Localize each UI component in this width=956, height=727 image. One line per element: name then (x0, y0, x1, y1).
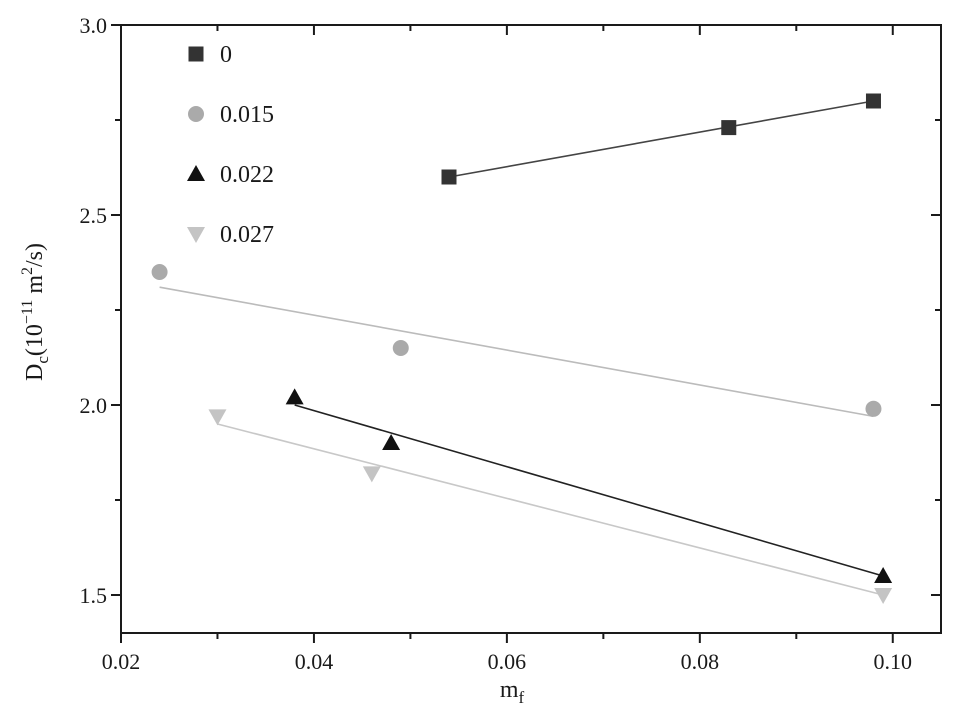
fit-line-series-2 (294, 404, 884, 577)
legend-marker-series-2 (187, 165, 205, 181)
data-point-series-2 (285, 388, 304, 405)
legend-label-series-0: 0 (220, 42, 232, 68)
tick-labels: 0.02 0.04 0.06 0.08 0.10 1.5 2.0 2.5 3.0 (80, 13, 913, 674)
data-point-series-0 (721, 120, 737, 136)
data-points (151, 93, 893, 604)
data-point-series-0 (441, 169, 457, 185)
x-tick-label: 0.10 (874, 649, 913, 674)
legend-label-series-2: 0.022 (220, 162, 274, 188)
x-axis-title: mf (500, 677, 525, 707)
fit-line-series-1 (159, 286, 874, 418)
x-tick-label: 0.04 (295, 649, 334, 674)
y-tick-label: 2.0 (80, 393, 108, 418)
y-axis-title: Dc(10−11 m2/s) (19, 243, 52, 381)
data-point-series-2 (874, 567, 893, 583)
legend-marker-series-0 (188, 46, 204, 62)
data-point-series-0 (865, 93, 881, 109)
fit-line-series-3 (217, 423, 884, 596)
legend-marker-series-3 (187, 227, 205, 243)
y-tick-label: 2.5 (80, 203, 108, 228)
data-point-series-1 (392, 340, 409, 356)
data-point-series-2 (382, 434, 401, 450)
fit-lines (159, 100, 884, 596)
data-point-series-3 (874, 588, 893, 604)
data-point-series-1 (151, 264, 168, 280)
axis-ticks (111, 24, 941, 643)
x-tick-label: 0.02 (102, 649, 141, 674)
plot-frame (120, 24, 942, 634)
x-tick-label: 0.08 (681, 649, 720, 674)
data-point-series-3 (362, 466, 381, 483)
data-point-series-3 (208, 409, 227, 426)
legend-label-series-1: 0.015 (220, 102, 274, 128)
fit-line-series-0 (448, 100, 874, 178)
y-tick-label: 3.0 (80, 13, 108, 38)
legend-label-series-3: 0.027 (220, 222, 274, 248)
legend-marker-series-1 (188, 106, 204, 122)
y-tick-label: 1.5 (80, 583, 108, 608)
x-tick-label: 0.06 (488, 649, 527, 674)
legend: 0 0.015 0.022 0.027 (187, 42, 274, 248)
data-point-series-1 (865, 400, 882, 417)
